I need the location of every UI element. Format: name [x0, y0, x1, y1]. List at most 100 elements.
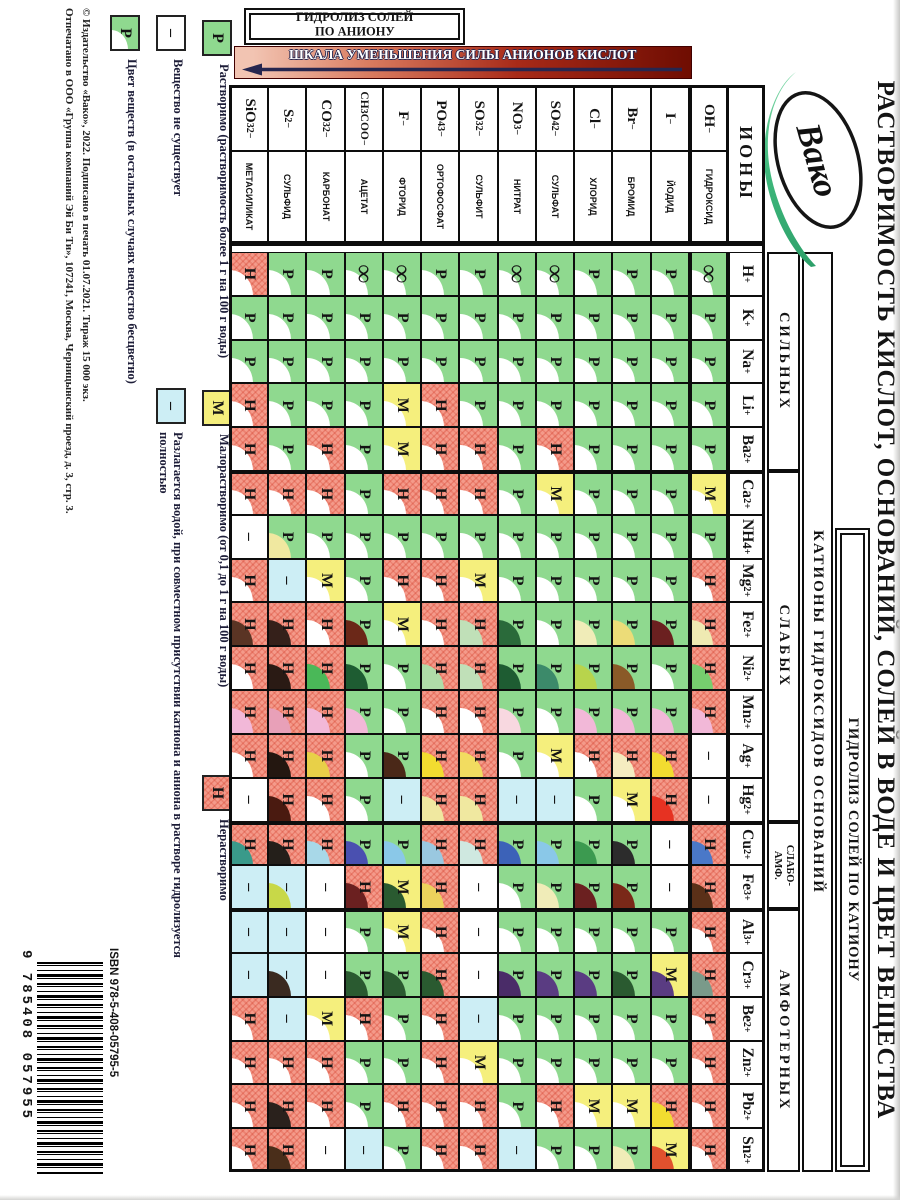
- solubility-cell: –: [230, 777, 269, 822]
- solubility-cell: Н: [459, 821, 498, 866]
- solubility-cell: М: [688, 471, 727, 515]
- barcode: [37, 962, 103, 1174]
- solubility-cell: Р: [382, 514, 422, 559]
- solubility-cell: Р: [612, 602, 651, 647]
- solubility-cell: Н: [688, 952, 727, 997]
- solubility-cell: Р: [612, 952, 651, 997]
- solubility-cell: Р: [344, 339, 383, 384]
- solubility-cell: Р: [612, 1128, 651, 1172]
- solubility-cell: Р: [421, 252, 460, 296]
- legend-box-0: Р: [202, 20, 232, 56]
- cation-header: Cr 3+: [727, 952, 765, 997]
- solubility-cell: Р: [230, 339, 269, 384]
- solubility-cell: Р: [344, 690, 383, 734]
- solubility-cell: –: [268, 996, 307, 1041]
- solubility-cell: Р: [306, 295, 345, 340]
- solubility-cell: Н: [421, 427, 460, 472]
- solubility-cell: Р: [382, 295, 422, 340]
- solubility-cell: Р: [574, 252, 613, 296]
- solubility-cell: Н: [306, 821, 345, 866]
- cation-header: NH 4 +: [727, 514, 765, 559]
- solubility-cell: Н: [421, 821, 460, 866]
- solubility-cell: Р: [344, 383, 383, 428]
- solubility-cell: Р: [535, 295, 575, 340]
- solubility-cell: –: [535, 777, 575, 822]
- photo-edge-bottom: [0, 1195, 900, 1200]
- solubility-cell: Р: [574, 952, 613, 997]
- solubility-cell: ∞: [688, 252, 727, 296]
- solubility-cell: Н: [306, 1084, 345, 1129]
- solubility-cell: Р: [497, 909, 536, 953]
- solubility-cell: Р: [688, 339, 727, 384]
- solubility-cell: Р: [268, 295, 307, 340]
- solubility-cell: Р: [574, 295, 613, 340]
- solubility-cell: М: [459, 1040, 498, 1085]
- solubility-cell: Р: [421, 514, 460, 559]
- solubility-cell: Н: [650, 1084, 689, 1129]
- cation-header: Cu 2+: [727, 821, 765, 866]
- solubility-cell: Н: [421, 602, 460, 647]
- solubility-cell: Р: [650, 558, 689, 603]
- hydrolysis-by-cation-box: ГИДРОЛИЗ СОЛЕЙ ПО КАТИОНУ: [835, 528, 870, 1172]
- solubility-cell: Р: [574, 602, 613, 647]
- solubility-cell: Н: [230, 1128, 269, 1172]
- anion-symbol: Br −: [612, 85, 651, 151]
- solubility-cell: Р: [535, 996, 575, 1041]
- solubility-cell: Р: [382, 733, 422, 778]
- solubility-cell: –: [497, 1128, 536, 1172]
- cation-header: Fe 3+: [727, 865, 765, 910]
- solubility-cell: Р: [344, 909, 383, 953]
- solubility-cell: Р: [574, 1040, 613, 1085]
- solubility-cell: Р: [497, 733, 536, 778]
- solubility-cell: Н: [688, 1040, 727, 1085]
- legend-text-3: Вещество не существует: [171, 59, 185, 197]
- cation-header: Ca 2+: [727, 471, 765, 515]
- logo-oval: [773, 91, 863, 229]
- solubility-cell: М: [382, 865, 422, 910]
- solubility-cell: Н: [688, 602, 727, 647]
- solubility-cell: Р: [574, 996, 613, 1041]
- solubility-cell: –: [268, 952, 307, 997]
- solubility-cell: Р: [344, 777, 383, 822]
- solubility-cell: Р: [612, 558, 651, 603]
- imprint-line-2: Отпечатано в ООО «Группа компаний Эй Би …: [62, 8, 75, 514]
- solubility-cell: –: [306, 952, 345, 997]
- solubility-cell: Н: [688, 646, 727, 691]
- solubility-cell: Р: [382, 1128, 422, 1172]
- anion-symbol: CH 3 COO −: [344, 85, 383, 151]
- anion-symbol: NO 3−: [497, 85, 536, 151]
- solubility-cell: Н: [306, 690, 345, 734]
- solubility-cell: Р: [650, 1040, 689, 1085]
- solubility-cell: Р: [535, 339, 575, 384]
- solubility-cell: Р: [535, 865, 575, 910]
- solubility-cell: Р: [268, 252, 307, 296]
- solubility-cell: Н: [306, 427, 345, 472]
- solubility-cell: Р: [344, 295, 383, 340]
- solubility-cell: Р: [535, 558, 575, 603]
- solubility-cell: –: [344, 1128, 383, 1172]
- group-band-3: АМФОТЕРНЫХ: [767, 909, 800, 1172]
- solubility-cell: Р: [344, 1040, 383, 1085]
- legend-text-4: Разлагается водой, при совместном присут…: [157, 432, 185, 958]
- cation-header: Li +: [727, 383, 765, 428]
- solubility-cell: Н: [306, 646, 345, 691]
- cation-header: Zn 2+: [727, 1040, 765, 1085]
- anion-symbol: Cl −: [574, 85, 613, 151]
- solubility-cell: Н: [230, 733, 269, 778]
- cation-header: Ba 2+: [727, 427, 765, 472]
- solubility-cell: ∞: [535, 252, 575, 296]
- solubility-cell: Р: [497, 1040, 536, 1085]
- solubility-cell: –: [688, 777, 727, 822]
- solubility-cell: Н: [688, 1128, 727, 1172]
- anion-name: БРОМИД: [612, 151, 651, 246]
- solubility-cell: Н: [574, 733, 613, 778]
- solubility-cell: Р: [459, 295, 498, 340]
- legend-text-5: Цвет веществ (в остальных случаях вещест…: [125, 59, 139, 384]
- solubility-cell: –: [459, 952, 498, 997]
- anion-symbol: CO 3 2−: [306, 85, 345, 151]
- solubility-cell: Н: [421, 909, 460, 953]
- solubility-cell: Р: [650, 690, 689, 734]
- solubility-cell: Р: [497, 295, 536, 340]
- legend-text-0: Растворимо (растворимость более 1 г на 1…: [217, 64, 231, 359]
- solubility-cell: Р: [574, 471, 613, 515]
